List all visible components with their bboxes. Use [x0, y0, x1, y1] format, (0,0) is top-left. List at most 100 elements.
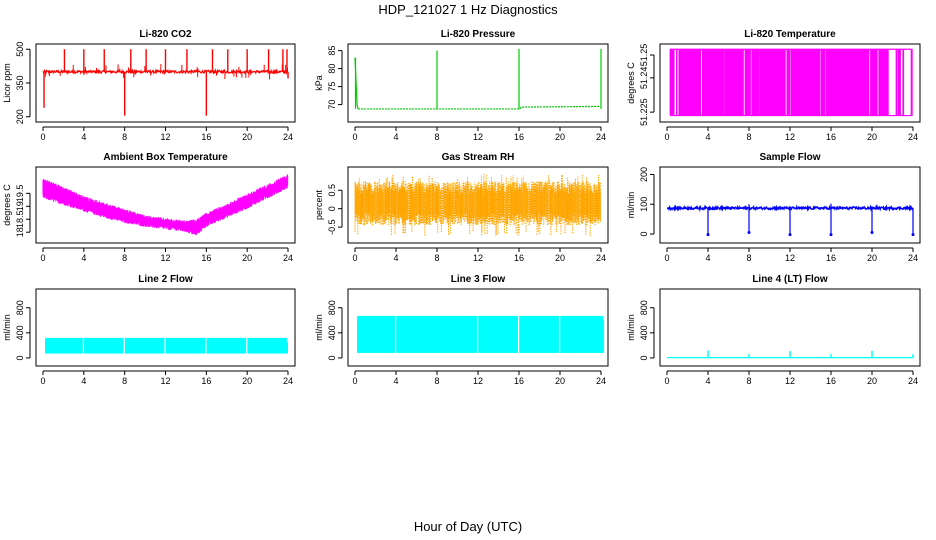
x-tick-label: 16 [201, 376, 211, 386]
x-tick-label: 24 [283, 132, 293, 142]
y-tick-label: 800 [327, 300, 337, 315]
data-layer [45, 337, 288, 354]
data-line [358, 105, 600, 110]
x-tick-label: 16 [514, 376, 524, 386]
x-tick-label: 0 [352, 132, 357, 142]
data-layer [669, 48, 913, 117]
x-tick-label: 20 [242, 132, 252, 142]
x-tick-label: 24 [596, 376, 606, 386]
x-tick-label: 8 [122, 253, 127, 263]
x-tick-label: 20 [867, 253, 877, 263]
x-tick-label: 4 [705, 376, 710, 386]
x-tick-label: 16 [514, 253, 524, 263]
x-tick-label: 24 [908, 132, 918, 142]
x-tick-label: 24 [596, 253, 606, 263]
data-point [911, 233, 915, 237]
y-tick-label: -0.5 [327, 219, 337, 235]
panel-pressure: Li-820 Pressure 0 4 8 12 16 20 24 70 75 80 85 kPa [314, 29, 609, 142]
x-tick-label: 12 [160, 132, 170, 142]
figure-title: HDP_121027 1 Hz Diagnostics [378, 2, 558, 17]
x-tick-label: 8 [122, 376, 127, 386]
y-tick-label: 400 [15, 325, 25, 340]
x-tick-label: 20 [555, 253, 565, 263]
panel-title: Li-820 Pressure [441, 29, 516, 40]
panel-title: Line 2 Flow [138, 274, 193, 285]
x-tick-label: 20 [555, 376, 565, 386]
data-block [560, 315, 604, 353]
plot-frame [347, 43, 609, 123]
y-tick-label: 85 [327, 46, 337, 56]
x-tick-label: 12 [785, 376, 795, 386]
data-line [42, 174, 289, 236]
data-block [357, 315, 395, 353]
x-tick-label: 0 [40, 253, 45, 263]
x-tick-label: 20 [242, 376, 252, 386]
y-axis-label: kPa [314, 75, 324, 91]
x-tick-label: 4 [81, 253, 86, 263]
x-tick-label: 12 [473, 253, 483, 263]
x-tick-label: 4 [705, 253, 710, 263]
data-line [669, 49, 913, 116]
y-tick-label: 0.5 [327, 184, 337, 197]
data-block [84, 337, 124, 354]
plot-frame [659, 43, 921, 123]
data-point [706, 233, 710, 237]
x-tick-label: 12 [160, 376, 170, 386]
x-tick-label: 24 [283, 253, 293, 263]
plot-frame [659, 288, 921, 367]
y-tick-label: 0 [639, 232, 649, 237]
data-block [165, 337, 206, 354]
x-tick-label: 16 [514, 132, 524, 142]
y-tick-label: 0 [639, 355, 649, 360]
x-tick-label: 12 [785, 132, 795, 142]
x-tick-label: 8 [746, 253, 751, 263]
y-tick-label: 19.5 [15, 185, 25, 203]
y-tick-label: 400 [327, 325, 337, 340]
y-axis-label: percent [314, 189, 324, 220]
x-tick-label: 4 [705, 132, 710, 142]
y-axis-label: ml/min [626, 314, 636, 341]
data-line [354, 173, 602, 237]
panel-title: Li-820 Temperature [744, 29, 836, 40]
x-tick-label: 12 [473, 376, 483, 386]
plot-frame [347, 166, 609, 244]
data-layer [42, 49, 289, 116]
data-layer [354, 48, 602, 110]
x-tick-label: 16 [826, 376, 836, 386]
plot-frame [35, 166, 296, 244]
y-axis-label: degrees C [626, 62, 636, 104]
data-block [478, 315, 518, 353]
y-tick-label: 0 [327, 355, 337, 360]
x-tick-label: 4 [81, 132, 86, 142]
y-tick-label: 19 [15, 201, 25, 211]
y-tick-label: 70 [327, 100, 337, 110]
y-tick-label: 100 [639, 197, 649, 212]
panel-title: Line 4 (LT) Flow [752, 274, 828, 285]
data-point [747, 231, 751, 235]
x-tick-label: 24 [908, 253, 918, 263]
x-tick-label: 0 [40, 376, 45, 386]
y-axis-label: Licor ppm [2, 63, 12, 103]
y-tick-label: 200 [15, 109, 25, 124]
x-tick-label: 20 [867, 132, 877, 142]
panel-title: Gas Stream RH [442, 152, 515, 163]
y-tick-label: 51.24 [639, 67, 649, 90]
x-tick-label: 4 [393, 253, 398, 263]
y-axis-label: ml/min [314, 314, 324, 341]
x-tick-label: 8 [434, 253, 439, 263]
y-tick-label: 18 [15, 227, 25, 237]
plot-frame [35, 288, 296, 367]
x-tick-label: 8 [434, 132, 439, 142]
x-tick-label: 16 [201, 253, 211, 263]
panel-ambient_temp: Ambient Box Temperature 0 4 8 12 16 20 24 1818.5… [2, 152, 296, 263]
plot-frame [35, 43, 296, 123]
x-tick-label: 0 [352, 376, 357, 386]
x-tick-label: 24 [596, 132, 606, 142]
data-point [829, 233, 833, 237]
x-tick-label: 8 [122, 132, 127, 142]
panel-title: Sample Flow [759, 152, 820, 163]
data-block [45, 337, 83, 354]
